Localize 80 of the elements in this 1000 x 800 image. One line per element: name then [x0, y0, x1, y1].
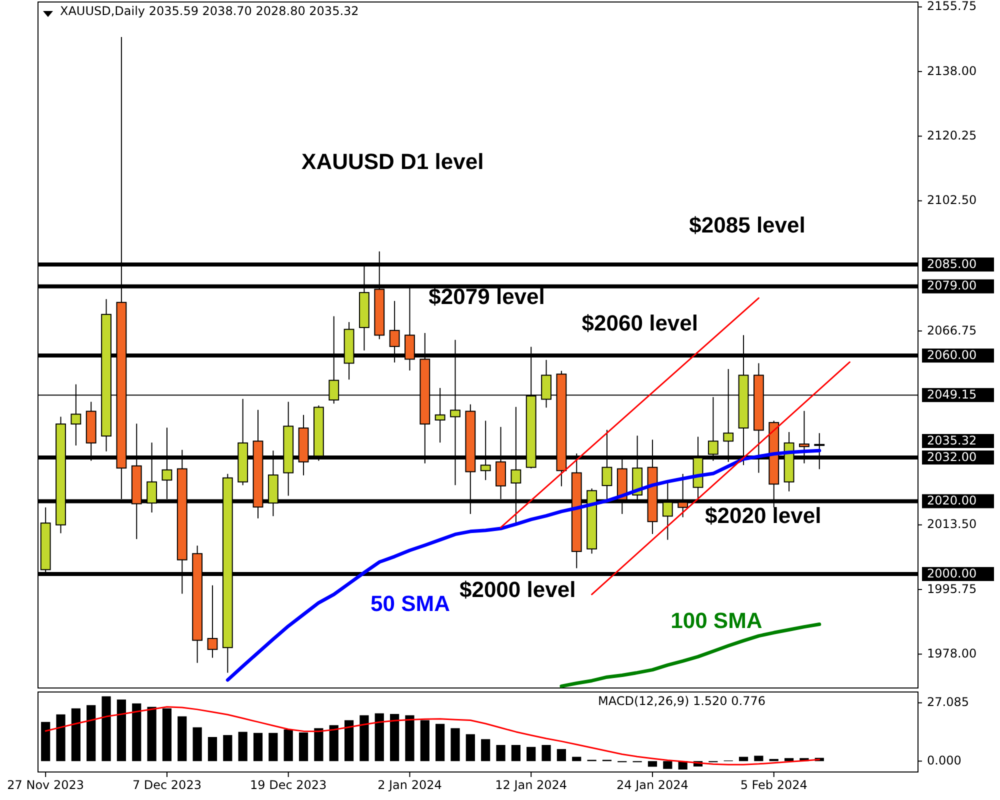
bar [784, 758, 794, 762]
bar [481, 739, 490, 762]
ref-line-label: 2000.00 [927, 566, 977, 580]
bar [268, 732, 278, 762]
bar [298, 732, 308, 762]
bar [41, 722, 50, 762]
x-tick-label: 24 Jan 2024 [616, 778, 688, 792]
ref-line-label: 2020.00 [927, 493, 977, 508]
bar [511, 744, 520, 762]
x-tick-label: 2 Jan 2024 [378, 778, 442, 792]
bar [542, 744, 551, 762]
line-series [226, 448, 822, 682]
y-tick-label: 2013.50 [927, 517, 977, 532]
x-tick-label: 12 Jan 2024 [495, 778, 568, 792]
annotation: $2000 level [459, 576, 576, 602]
ref-line-label: 2079.00 [927, 278, 977, 293]
bar [116, 700, 126, 762]
bar [769, 758, 778, 762]
x-tick-label: 19 Dec 2023 [250, 778, 327, 792]
bar [420, 720, 430, 762]
y-tick-label: 2102.50 [927, 193, 977, 208]
candlestick [207, 584, 218, 658]
annotation: $2079 level [428, 284, 545, 310]
x-tick-label: 5 Feb 2024 [740, 778, 808, 792]
bar [71, 708, 80, 762]
annotation: $2085 level [689, 212, 806, 238]
bar [86, 705, 96, 762]
ref-line-label: 2032.00 [927, 450, 977, 464]
bar [238, 732, 248, 762]
bar [314, 728, 324, 762]
ref-line-label: 2049.15 [927, 387, 977, 402]
y-tick-label: 0.000 [927, 753, 962, 768]
bar [496, 744, 506, 762]
bar [663, 761, 672, 769]
bar [192, 727, 202, 762]
bar [526, 746, 536, 762]
y-tick-label: 1995.75 [927, 582, 977, 596]
x-tick-label: 7 Dec 2023 [132, 778, 202, 792]
bar [178, 716, 187, 762]
annotation: $2020 level [705, 503, 822, 528]
bar [436, 724, 445, 762]
bar [102, 696, 111, 762]
y-tick-label: 2066.75 [927, 323, 977, 338]
ref-line-label: 2060.00 [927, 348, 977, 362]
bar [450, 728, 460, 762]
bar [466, 734, 475, 762]
chart-title: XAUUSD,Daily 2035.59 2038.70 2028.80 2035.32 [60, 4, 359, 18]
bar [223, 735, 232, 762]
bar [208, 737, 218, 762]
chart-title: MACD(12,26,9) 1.520 0.776 [598, 694, 766, 708]
bar [253, 732, 263, 762]
bar [360, 715, 369, 762]
bar [572, 756, 582, 762]
y-tick-label: 1978.00 [927, 646, 977, 660]
y-tick-label: 2138.00 [927, 64, 977, 78]
bar [374, 713, 384, 762]
bar [405, 715, 414, 762]
bar [738, 756, 748, 762]
bar [329, 725, 338, 762]
line-series [44, 706, 820, 766]
series-label: 50 SMA [370, 590, 450, 616]
x-tick-label: 27 Nov 2023 [7, 778, 84, 792]
bar [754, 756, 764, 762]
ref-line-label: 2085.00 [927, 256, 977, 271]
bar [132, 703, 142, 762]
bar [284, 729, 293, 762]
y-tick-label: 27.085 [927, 695, 969, 710]
y-tick-label: 2120.25 [927, 128, 977, 142]
bar [344, 720, 354, 762]
bar [147, 706, 156, 762]
y-tick-label: 2155.75 [927, 0, 977, 14]
bar [162, 708, 172, 762]
annotation: $2060 level [582, 310, 698, 336]
bar [56, 714, 66, 762]
annotation: XAUUSD D1 level [302, 148, 484, 174]
bar [556, 749, 566, 762]
text: 2035.32 [927, 433, 977, 448]
bar [390, 714, 400, 762]
series-label: 100 SMA [670, 608, 762, 633]
bar [648, 761, 658, 767]
